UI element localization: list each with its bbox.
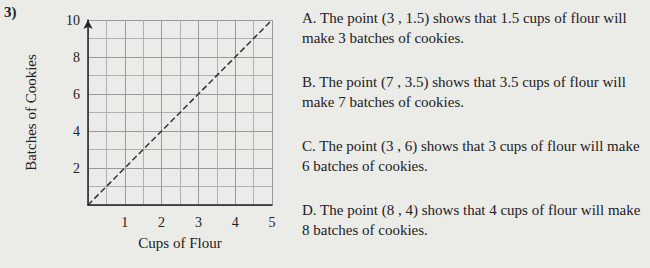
svg-text:4: 4	[232, 215, 239, 230]
html-text:A. The point (3 , 1.5) shows t: A. The point (3 , 1.5) shows that 1.5 cu…	[302, 10, 627, 46]
svg-text:Cups of Flour: Cups of Flour	[138, 235, 221, 251]
svg-text:5: 5	[269, 215, 276, 230]
svg-text:2: 2	[73, 161, 80, 176]
html-text:B. The point (7 , 3.5) shows t: B. The point (7 , 3.5) shows that 3.5 cu…	[302, 74, 626, 110]
html-text:3): 3)	[4, 4, 17, 20]
html-text:D. The point (8 , 4) shows tha: D. The point (8 , 4) shows that 4 cups o…	[302, 202, 641, 238]
svg-text:10: 10	[66, 13, 80, 28]
svg-text:8: 8	[73, 50, 80, 65]
svg-text:3: 3	[195, 215, 202, 230]
svg-text:1: 1	[121, 215, 128, 230]
svg-text:2: 2	[158, 215, 165, 230]
svg-text:Batches of Cookies: Batches of Cookies	[23, 54, 39, 171]
svg-text:4: 4	[73, 124, 80, 139]
svg-text:6: 6	[73, 87, 80, 102]
html-text:C. The point (3 , 6) shows tha: C. The point (3 , 6) shows that 3 cups o…	[302, 138, 640, 174]
